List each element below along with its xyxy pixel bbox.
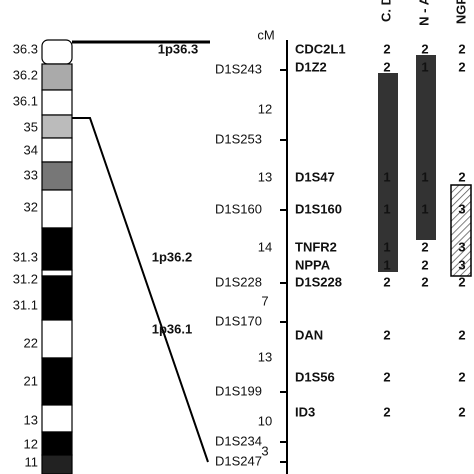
right-marker: D1S228 <box>295 274 342 289</box>
band-label: 36.3 <box>13 41 38 56</box>
band-label: 11 <box>25 454 39 469</box>
cell-value: 1 <box>383 169 390 184</box>
cell-value: 2 <box>383 41 390 56</box>
cell-value: 2 <box>421 257 428 272</box>
left-marker: D1S170 <box>215 313 262 328</box>
right-marker: ID3 <box>295 404 315 419</box>
cell-value: 2 <box>458 59 465 74</box>
cell-value: 2 <box>421 239 428 254</box>
deletion-bar <box>450 184 472 277</box>
cell-value: 2 <box>383 274 390 289</box>
region-label: 1p36.1 <box>152 321 192 336</box>
cell-value: 3 <box>458 201 465 216</box>
left-marker: D1S243 <box>215 61 262 76</box>
band-label: 35 <box>24 119 38 134</box>
cell-value: 2 <box>383 327 390 342</box>
band <box>41 189 73 229</box>
distance-label: 13 <box>258 169 272 184</box>
cell-value: 1 <box>421 59 428 74</box>
cell-value: 2 <box>383 404 390 419</box>
cell-value: 2 <box>458 327 465 342</box>
band <box>41 269 73 277</box>
cell-value: 2 <box>383 369 390 384</box>
right-marker: CDC2L1 <box>295 41 346 56</box>
cell-value: 1 <box>383 239 390 254</box>
band-label: 34 <box>24 142 38 157</box>
column-header: C. D <box>378 0 393 22</box>
left-marker: D1S234 <box>215 433 262 448</box>
band <box>41 404 73 433</box>
band <box>41 227 73 271</box>
right-marker: D1S160 <box>295 201 342 216</box>
band <box>41 275 73 321</box>
left-marker: D1S247 <box>215 453 262 468</box>
band <box>41 454 73 474</box>
band <box>41 114 73 139</box>
distance-label: 13 <box>258 349 272 364</box>
cell-value: 2 <box>458 274 465 289</box>
right-marker: D1S47 <box>295 169 335 184</box>
cell-value: 1 <box>383 201 390 216</box>
band-label: 36.1 <box>13 93 38 108</box>
cell-value: 2 <box>421 41 428 56</box>
band-label: 36.2 <box>13 67 38 82</box>
band <box>41 319 73 359</box>
distance-label: 3 <box>261 443 268 458</box>
region-label: 1p36.3 <box>158 41 198 56</box>
right-marker: DAN <box>295 327 323 342</box>
distance-label: 10 <box>258 413 272 428</box>
unit-label: cM <box>257 27 274 42</box>
band <box>41 137 73 163</box>
cell-value: 2 <box>421 274 428 289</box>
column-header: NGP <box>453 0 468 24</box>
band-label: 31.1 <box>13 297 38 312</box>
left-marker: D1S228 <box>215 274 262 289</box>
distance-label: 7 <box>261 293 268 308</box>
right-marker: D1S56 <box>295 369 335 384</box>
band-label: 31.3 <box>13 249 38 264</box>
cell-value: 1 <box>421 169 428 184</box>
distance-label: 14 <box>258 239 272 254</box>
band-label: 22 <box>24 335 38 350</box>
deletion-bar <box>378 73 398 272</box>
cell-value: 2 <box>383 59 390 74</box>
band <box>41 357 73 406</box>
right-marker: NPPA <box>295 257 331 272</box>
band-label: 31.2 <box>13 271 38 286</box>
band <box>41 161 73 191</box>
left-marker: D1S160 <box>215 201 262 216</box>
region-label: 1p36.2 <box>152 249 192 264</box>
band-label: 32 <box>24 199 38 214</box>
band-label: 21 <box>24 373 38 388</box>
cell-value: 2 <box>458 41 465 56</box>
band <box>41 39 73 65</box>
distance-label: 12 <box>258 101 272 116</box>
deletion-bar <box>416 55 436 240</box>
left-marker: D1S253 <box>215 131 262 146</box>
cell-value: 1 <box>421 201 428 216</box>
band-label: 12 <box>24 436 38 451</box>
column-header: N - A <box>416 0 431 26</box>
band-label: 33 <box>24 167 38 182</box>
cell-value: 3 <box>458 257 465 272</box>
band <box>41 89 73 116</box>
cell-value: 2 <box>458 169 465 184</box>
cell-value: 2 <box>458 404 465 419</box>
region-line <box>72 117 209 463</box>
cell-value: 3 <box>458 239 465 254</box>
band <box>41 431 73 456</box>
band-label: 13 <box>24 412 38 427</box>
right-marker: TNFR2 <box>295 239 337 254</box>
cell-value: 2 <box>458 369 465 384</box>
ideogram <box>41 39 287 474</box>
cell-value: 1 <box>383 257 390 272</box>
labels: 36.336.236.13534333231.331.231.122211312… <box>13 0 469 469</box>
band <box>41 63 73 91</box>
right-marker: D1Z2 <box>295 59 327 74</box>
left-marker: D1S199 <box>215 383 262 398</box>
